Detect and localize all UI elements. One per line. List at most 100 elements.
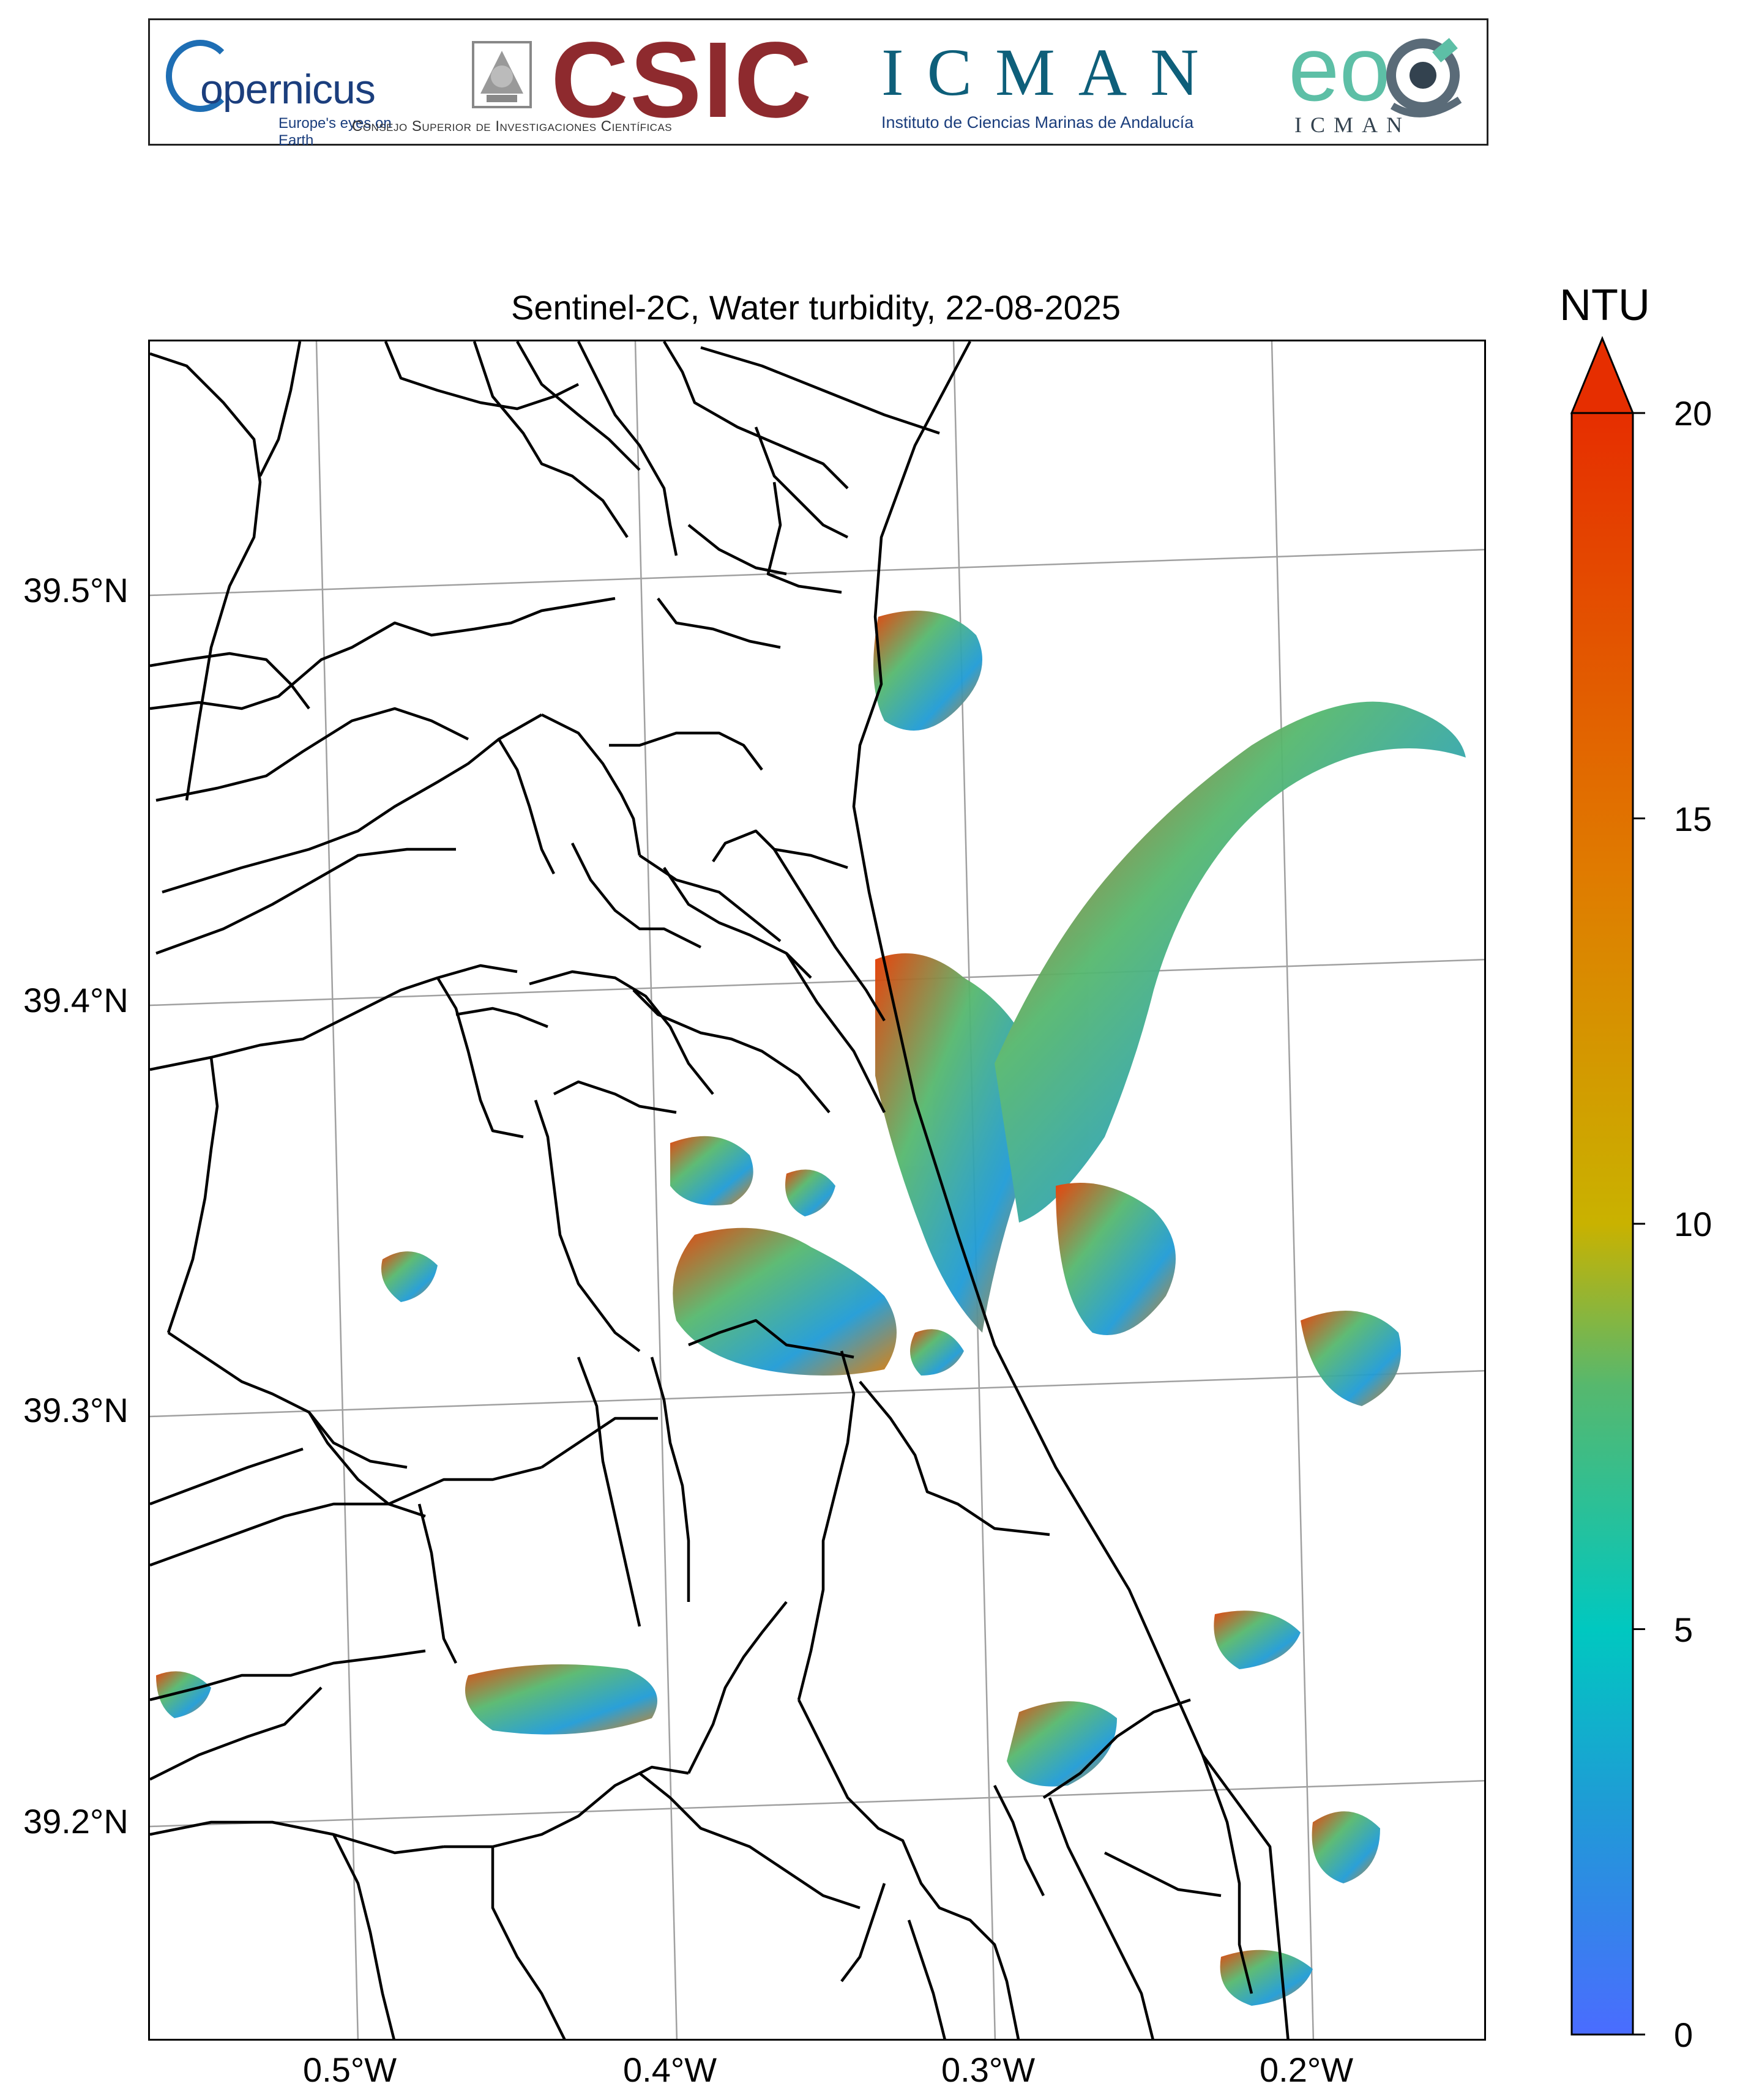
boundary (529, 970, 714, 1095)
boundary (540, 1417, 658, 1469)
turbidity-patch-lagoon-north (670, 1136, 753, 1205)
colorbar-tick-label: 20 (1674, 394, 1712, 433)
lon-label-0-4: 0.4°W (623, 2050, 717, 2089)
turbidity-plume-coastal (875, 953, 1039, 1333)
eo-icman-logo: eo ICMAN (1288, 20, 1478, 144)
boundary (516, 341, 641, 471)
boundary (650, 1357, 690, 1602)
icman-subtitle: Instituto de Ciencias Marinas de Andaluc… (881, 113, 1194, 132)
boundary (150, 1686, 323, 1781)
turbidity-patch-south-east (1312, 1811, 1380, 1883)
boundary (455, 1007, 548, 1029)
colorbar-gradient (1570, 412, 1634, 2036)
gridline-lon-0-2 (1271, 341, 1315, 2039)
gridline-lat-39-3 (150, 1369, 1484, 1418)
boundary (859, 1380, 1050, 1536)
colorbar-ticks (1633, 412, 1645, 2036)
lat-label-39-5: 39.5°N (23, 571, 129, 609)
boundary (663, 866, 812, 979)
boundary (840, 1883, 886, 1983)
gridline-lat-39-4 (150, 958, 1484, 1007)
gridline-lon-0-5 (315, 341, 359, 2039)
coastline (852, 341, 1290, 2039)
turbidity-patch-offshore-southeast (1214, 1610, 1301, 1669)
boundary (332, 1833, 395, 2039)
boundary (150, 1465, 542, 1567)
boundary (436, 977, 524, 1139)
lat-label-39-2: 39.2°N (23, 1802, 129, 1841)
lon-label-0-2: 0.2°W (1260, 2050, 1354, 2089)
boundary (700, 346, 940, 435)
copernicus-logo: opernicus Europe's eyes on Earth (162, 20, 419, 149)
turbidity-patch-port-north (873, 611, 982, 731)
boundary (150, 1447, 304, 1506)
map-canvas (150, 341, 1484, 2039)
map-title: Sentinel-2C, Water turbidity, 22-08-2025 (510, 288, 1121, 327)
eo-subtitle: ICMAN (1294, 113, 1411, 137)
graticule (150, 341, 1484, 2039)
boundary (1042, 1698, 1191, 1799)
turbidity-layer (156, 611, 1466, 2006)
boundary (993, 1784, 1045, 1897)
turbidity-plume-offshore-arc (995, 701, 1466, 1223)
boundary (308, 1411, 426, 1518)
boundary (1103, 1851, 1222, 1897)
boundary (444, 1765, 689, 1849)
satellite-icon (1386, 38, 1462, 117)
boundary (472, 341, 629, 538)
boundary (577, 1357, 641, 1627)
boundary (150, 597, 616, 710)
boundary (155, 847, 456, 955)
copernicus-wordmark: opernicus (200, 66, 376, 113)
lon-label-0-3: 0.3°W (941, 2050, 1036, 2089)
icman-logo: ICMAN Instituto de Ciencias Marinas de A… (881, 20, 1273, 144)
gridline-lat-39-2 (150, 1779, 1484, 1828)
turbidity-patch-inland-mid (381, 1251, 438, 1302)
boundary (766, 482, 842, 594)
icman-wordmark: ICMAN (881, 35, 1222, 110)
boundary (907, 1919, 946, 2039)
turbidity-patch-albufera-edge (910, 1329, 964, 1376)
boundary (553, 1080, 677, 1114)
boundary (663, 341, 849, 490)
turbidity-patch-inland-south (465, 1664, 657, 1735)
boundary (150, 1649, 426, 1702)
boundary (632, 989, 831, 1114)
colorbar (1570, 336, 1645, 2036)
colorbar-tick-label: 15 (1674, 799, 1712, 838)
eo-wordmark: eo (1288, 17, 1391, 120)
copernicus-ring-icon (166, 40, 234, 112)
boundary (712, 829, 848, 869)
colorbar-tick-label: 5 (1674, 1610, 1693, 1649)
boundary (688, 1319, 854, 1359)
boundary (150, 1820, 444, 1855)
boundary (687, 1601, 788, 1774)
turbidity-patch-inland-west (156, 1671, 211, 1718)
logo-banner: opernicus Europe's eyes on Earth CSIC Co… (148, 18, 1488, 149)
turbidity-patch-offshore-east (1301, 1311, 1401, 1406)
boundary (1048, 1797, 1154, 2039)
boundary (570, 842, 702, 949)
csic-subtitle: Consejo Superior de Investigaciones Cien… (352, 118, 673, 135)
lat-label-39-4: 39.4°N (23, 981, 129, 1019)
colorbar-tick-label: 0 (1674, 2016, 1693, 2054)
csic-wordmark: CSIC (551, 20, 813, 140)
boundary (609, 731, 763, 771)
boundary (155, 707, 469, 802)
boundary (785, 952, 886, 1114)
boundary (150, 652, 310, 710)
boundary (258, 341, 302, 477)
turbidity-patch-coast-south (1007, 1701, 1117, 1787)
boundary (162, 713, 543, 894)
boundary (491, 1847, 566, 2039)
boundary (577, 341, 678, 556)
boundary (150, 352, 262, 801)
colorbar-extend-arrow (1570, 336, 1635, 414)
boundary (638, 1772, 861, 1910)
boundary (797, 1699, 1020, 2039)
map-frame (148, 340, 1486, 2041)
boundary (1201, 1754, 1253, 1994)
boundary (657, 597, 781, 649)
turbidity-patch-south-corner (1220, 1949, 1313, 2006)
boundary (754, 426, 849, 539)
